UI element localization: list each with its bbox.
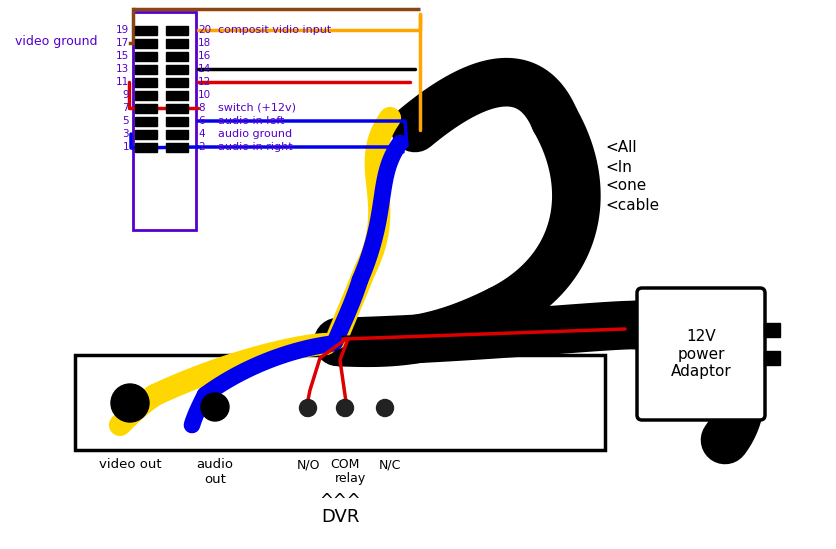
Text: N/O: N/O [296,458,319,471]
Text: 2: 2 [198,142,205,152]
Text: audio ground: audio ground [218,129,292,139]
Text: 6: 6 [198,116,205,126]
Text: audio in right: audio in right [218,142,293,152]
Text: 12: 12 [198,77,212,87]
Text: <cable: <cable [605,198,659,212]
Circle shape [209,401,221,413]
Text: <All: <All [605,141,637,155]
Bar [166,91,188,99]
Bar [133,12,196,230]
Text: 13: 13 [115,64,129,74]
Circle shape [111,384,149,422]
Bar [166,130,188,138]
Text: 14: 14 [198,64,212,74]
Text: 8: 8 [198,103,205,113]
Text: 5: 5 [122,116,129,126]
Bar [135,52,157,60]
Text: <In: <In [605,160,632,175]
Bar [135,104,157,113]
Text: 17: 17 [115,38,129,48]
Bar [764,351,780,365]
Bar [135,130,157,138]
Text: 11: 11 [115,77,129,87]
Text: DVR: DVR [321,508,359,526]
Bar [166,38,188,48]
Circle shape [337,400,354,417]
Bar [166,143,188,152]
Text: 15: 15 [115,51,129,61]
Bar [166,25,188,35]
Bar [166,64,188,74]
Circle shape [376,400,394,417]
Bar [166,52,188,60]
Bar [166,77,188,87]
Bar [135,143,157,152]
Text: switch (+12v): switch (+12v) [218,103,296,113]
Text: 18: 18 [198,38,212,48]
Text: video ground: video ground [15,35,98,48]
Bar [135,25,157,35]
Text: 3: 3 [122,129,129,139]
Bar [135,77,157,87]
Bar [135,64,157,74]
FancyBboxPatch shape [637,288,765,420]
Text: relay: relay [335,472,367,485]
Text: 7: 7 [122,103,129,113]
Text: 20: 20 [198,25,212,35]
Bar [135,38,157,48]
Text: 9: 9 [122,90,129,100]
Circle shape [299,400,317,417]
Bar [764,323,780,337]
Text: COM: COM [330,458,359,471]
Text: N/C: N/C [379,458,401,471]
Circle shape [121,394,139,412]
Text: 19: 19 [115,25,129,35]
Text: 10: 10 [198,90,212,100]
Bar [135,91,157,99]
Text: 4: 4 [198,129,205,139]
Bar [75,355,605,450]
Text: audio
out: audio out [196,458,233,486]
Circle shape [201,393,229,421]
Text: audio in left: audio in left [218,116,284,126]
Text: composit vidio input: composit vidio input [218,25,331,35]
Text: <one: <one [605,178,646,193]
Text: 1: 1 [122,142,129,152]
Text: ^^^: ^^^ [319,492,361,510]
Bar [135,116,157,126]
Text: 16: 16 [198,51,212,61]
Bar [166,116,188,126]
Text: video out: video out [99,458,161,471]
Text: 12V
power
Adaptor: 12V power Adaptor [670,329,732,379]
Bar [166,104,188,113]
